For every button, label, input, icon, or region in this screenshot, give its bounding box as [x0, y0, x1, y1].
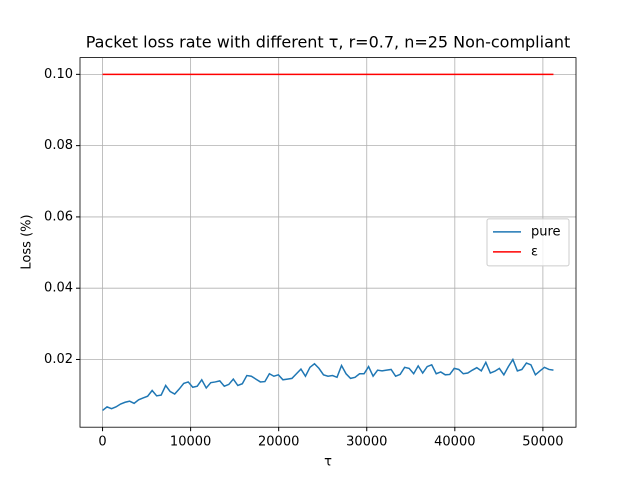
- legend-label: ε: [531, 244, 538, 259]
- x-tick-label: 30000: [346, 435, 387, 450]
- y-axis-label: Loss (%): [20, 214, 35, 269]
- series-line: [102, 357, 554, 412]
- x-tick-label: 40000: [434, 435, 475, 450]
- x-axis-label: τ: [324, 455, 332, 470]
- x-tick-label: 50000: [522, 435, 563, 450]
- legend-label: pure: [531, 224, 561, 239]
- y-tick-label: 0.04: [44, 281, 73, 296]
- x-tick-label: 0: [98, 435, 106, 450]
- y-tick-label: 0.08: [44, 138, 73, 153]
- y-tick-label: 0.06: [44, 209, 73, 224]
- chart-title: Packet loss rate with different τ, r=0.7…: [86, 33, 571, 52]
- y-tick-label: 0.10: [44, 67, 73, 82]
- x-tick-label: 10000: [170, 435, 211, 450]
- plot-frame: [79, 57, 577, 428]
- x-tick-label: 20000: [258, 435, 299, 450]
- legend-box: [486, 218, 570, 267]
- y-tick-label: 0.02: [44, 352, 73, 367]
